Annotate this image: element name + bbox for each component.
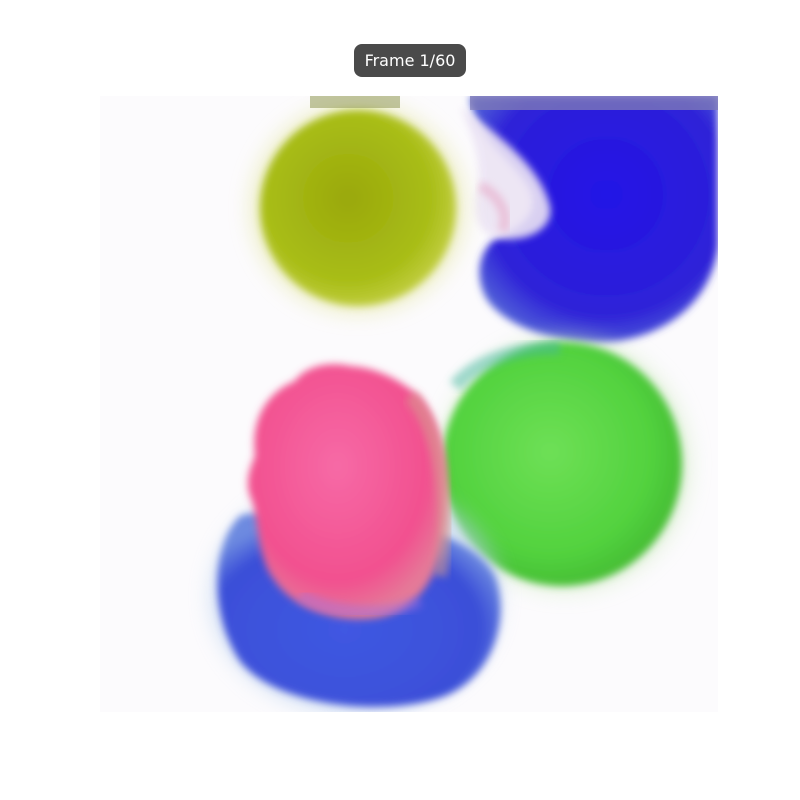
blue-blob-top (460, 96, 718, 343)
pink-blob (247, 364, 452, 620)
frame-counter-badge: Frame 1/60 (354, 44, 466, 77)
blob-scene (100, 96, 718, 712)
olive-blob (250, 96, 466, 314)
green-blob (440, 336, 690, 592)
frame-image (100, 96, 718, 712)
